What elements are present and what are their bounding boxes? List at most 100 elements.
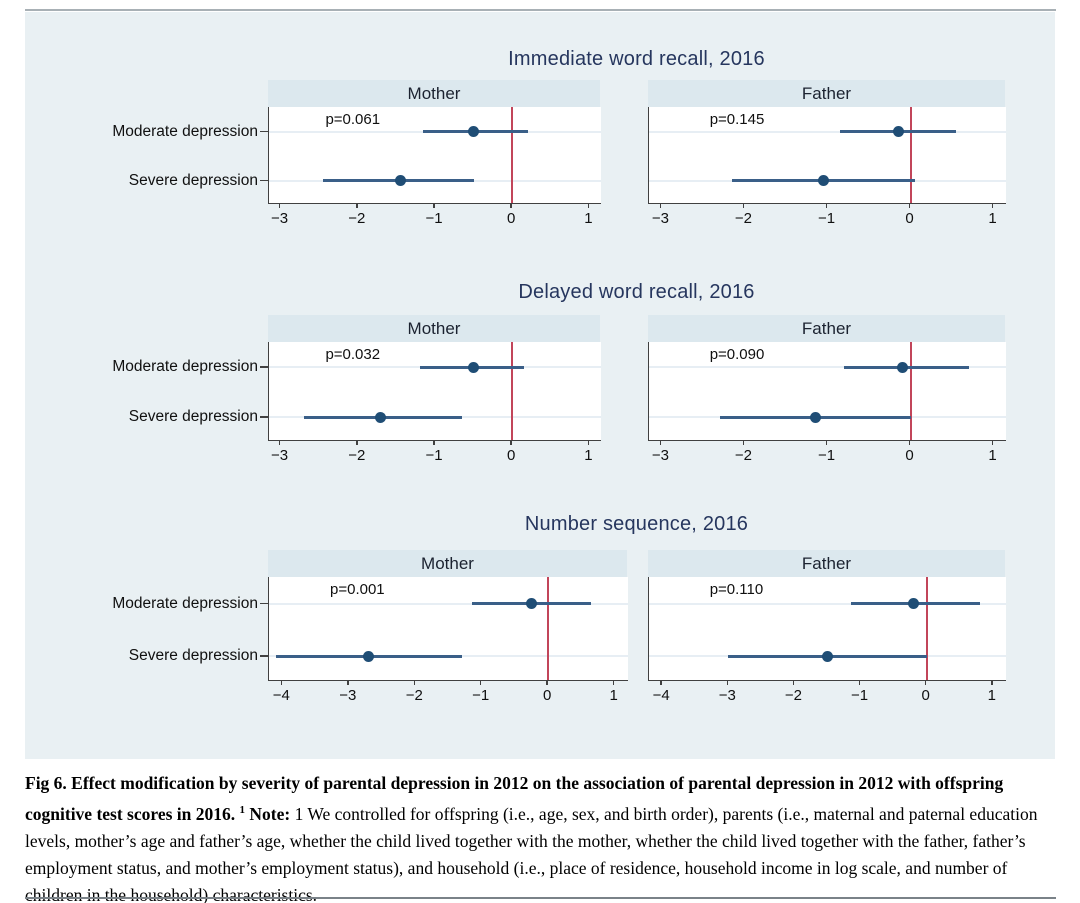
x-axis-tick-label: 0: [921, 687, 930, 704]
figure-caption: Fig 6. Effect modification by severity o…: [25, 770, 1057, 903]
point-estimate: [363, 650, 375, 662]
zero-line: [547, 577, 550, 680]
category-label: Severe depression: [128, 647, 258, 665]
x-axis-tick: [433, 440, 435, 445]
x-axis-tick: [991, 440, 994, 445]
point-estimate: [892, 126, 904, 138]
zero-line: [511, 342, 514, 440]
x-axis-tick-label: 0: [905, 447, 914, 464]
gridline: [649, 602, 1006, 605]
x-axis-tick-label: 0: [507, 210, 516, 227]
caption-footnote-marker: 1: [239, 804, 246, 816]
x-axis-tick-label: −2: [348, 447, 366, 464]
x-axis-tick-label: −3: [271, 210, 289, 227]
x-axis-tick-label: −1: [817, 447, 836, 464]
x-axis-tick-label: −3: [718, 687, 736, 704]
x-axis-tick: [546, 680, 548, 685]
category-tick: [260, 655, 268, 657]
point-estimate: [822, 650, 833, 662]
chart-title: Number sequence, 2016: [524, 513, 749, 535]
point-estimate: [468, 126, 480, 138]
x-axis-tick-label: −1: [817, 210, 836, 227]
p-value-label: p=0.110: [709, 581, 764, 598]
x-axis-tick: [991, 203, 994, 208]
x-axis-tick: [792, 680, 795, 685]
x-axis-tick-label: −1: [425, 210, 443, 227]
x-axis-tick: [924, 680, 927, 685]
point-estimate: [526, 598, 538, 610]
x-axis-tick: [280, 680, 283, 685]
zero-line: [909, 107, 912, 203]
x-axis-tick-label: −3: [339, 687, 357, 704]
bottom-rule: [25, 897, 1056, 899]
point-estimate: [896, 361, 908, 373]
p-value-label: p=0.145: [709, 111, 765, 128]
x-axis-tick-label: −3: [271, 447, 289, 464]
x-axis-tick-label: −1: [850, 687, 869, 704]
x-axis-tick: [413, 680, 415, 685]
point-estimate: [809, 411, 821, 423]
x-axis-tick: [612, 680, 615, 685]
category-label: Severe depression: [128, 408, 258, 426]
x-axis-tick-label: −2: [734, 210, 753, 227]
x-axis-tick: [659, 203, 662, 208]
x-axis-tick-label: −4: [652, 687, 670, 704]
gridline: [649, 366, 1006, 369]
caption-lead: Fig 6. Effect modification by severity o…: [25, 773, 1004, 824]
x-axis-tick-label: 1: [584, 210, 593, 227]
x-axis-tick-label: −3: [651, 210, 669, 227]
x-axis-tick: [347, 680, 349, 685]
x-axis-tick-label: 0: [905, 210, 914, 227]
subpanel-header: Mother: [268, 550, 627, 577]
x-axis-tick: [356, 440, 358, 445]
category-label: Moderate depression: [112, 594, 258, 612]
category-tick: [260, 130, 268, 133]
x-axis-tick: [587, 440, 590, 445]
plot-area: p=0.001: [268, 577, 628, 681]
x-axis-tick-label: −2: [348, 210, 366, 227]
x-axis-tick: [433, 203, 435, 208]
x-axis-tick: [825, 440, 828, 445]
x-axis-tick-label: 1: [987, 687, 996, 704]
point-estimate: [468, 361, 480, 373]
x-axis-tick: [510, 203, 512, 208]
top-rule: [25, 9, 1056, 11]
plot-area: p=0.061: [268, 107, 601, 204]
x-axis-tick: [660, 680, 662, 685]
category-label: Moderate depression: [112, 122, 258, 140]
zero-line: [909, 342, 912, 440]
point-estimate: [394, 175, 406, 187]
x-axis-tick-label: 1: [988, 210, 997, 227]
x-axis-tick: [587, 203, 590, 208]
x-axis-tick-label: −2: [734, 447, 753, 464]
subpanel-header: Father: [648, 550, 1005, 577]
category-label: Severe depression: [128, 171, 258, 189]
subpanel-header: Father: [648, 315, 1005, 342]
x-axis-tick-label: −1: [472, 687, 490, 704]
x-axis-tick: [742, 203, 745, 208]
zero-line: [925, 577, 928, 680]
x-axis-tick: [659, 440, 662, 445]
p-value-label: p=0.032: [325, 346, 381, 363]
x-axis-tick: [825, 203, 828, 208]
x-axis-tick: [278, 203, 281, 208]
subpanel-header: Mother: [268, 80, 600, 107]
x-axis-tick-label: 1: [609, 687, 618, 704]
plot-area: p=0.110: [648, 577, 1006, 681]
x-axis-tick: [991, 680, 993, 685]
x-axis-tick-label: −2: [405, 687, 423, 704]
category-label: Moderate depression: [112, 358, 258, 376]
zero-line: [511, 107, 514, 203]
category-tick: [260, 179, 268, 182]
x-axis-tick: [479, 680, 482, 685]
point-estimate: [907, 598, 919, 610]
gridline: [269, 602, 628, 605]
chart-title: Delayed word recall, 2016: [518, 281, 755, 303]
gridline: [649, 130, 1006, 133]
chart-title: Immediate word recall, 2016: [508, 48, 765, 70]
x-axis-tick: [356, 203, 358, 208]
caption-note-label: Note:: [249, 803, 291, 824]
plot-area: p=0.145: [648, 107, 1006, 204]
x-axis-tick-label: −3: [651, 447, 669, 464]
